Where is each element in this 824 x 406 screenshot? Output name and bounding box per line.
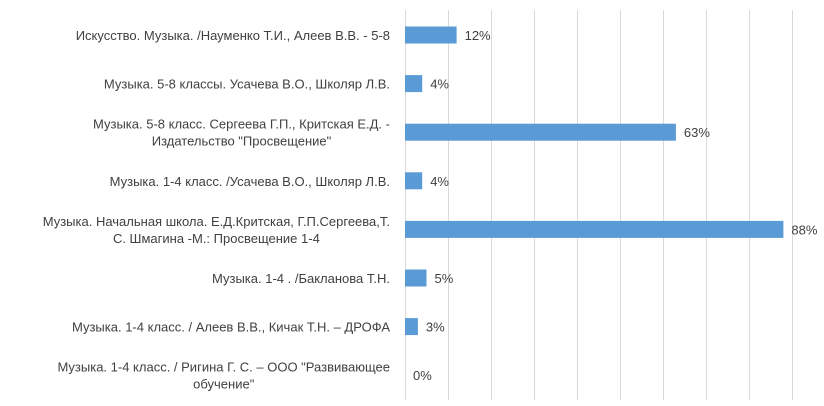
category-label-2: Музыка. 5-8 класс. Сергеева Г.П., Критск… — [93, 117, 390, 149]
category-label-5: Музыка. 1-4 . /Бакланова Т.Н. — [212, 271, 390, 286]
bar-2 — [405, 123, 676, 141]
bars — [405, 26, 784, 336]
data-label-7: 0% — [413, 368, 432, 383]
category-labels: Искусство. Музыка. /Науменко Т.И., Алеев… — [43, 28, 391, 392]
bar-3 — [405, 172, 423, 190]
bar-4 — [405, 220, 784, 238]
bar-0 — [405, 26, 457, 44]
category-label-4: Музыка. Начальная школа. Е.Д.Критская, Г… — [43, 214, 390, 246]
bar-1 — [405, 75, 423, 93]
data-label-2: 63% — [684, 125, 710, 140]
gridlines — [405, 10, 793, 400]
category-label-7: Музыка. 1-4 класс. / Ригина Г. С. – ООО … — [57, 360, 390, 392]
bar-5 — [405, 269, 427, 287]
category-label-3: Музыка. 1-4 класс. /Усачева В.О., Школяр… — [110, 174, 390, 189]
category-label-6: Музыка. 1-4 класс. / Алеев В.В., Кичак Т… — [72, 320, 390, 335]
data-label-4: 88% — [791, 222, 817, 237]
category-label-1: Музыка. 5-8 классы. Усачева В.О., Школяр… — [104, 77, 390, 92]
category-label-0: Искусство. Музыка. /Науменко Т.И., Алеев… — [76, 28, 390, 43]
data-label-3: 4% — [430, 174, 449, 189]
bar-6 — [405, 318, 418, 336]
data-label-5: 5% — [435, 271, 454, 286]
data-label-1: 4% — [430, 77, 449, 92]
data-labels: 12% 4% 63% 4% 88% 5% 3% 0% — [413, 28, 818, 383]
data-label-6: 3% — [426, 320, 445, 335]
data-label-0: 12% — [465, 28, 491, 43]
